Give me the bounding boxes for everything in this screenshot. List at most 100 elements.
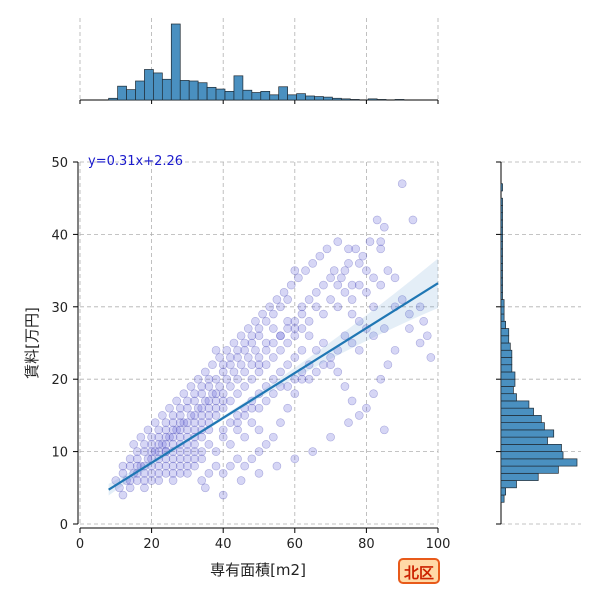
scatter-point <box>218 469 228 478</box>
scatter-point <box>154 469 164 478</box>
scatter-point <box>415 338 425 348</box>
scatter-point <box>376 280 386 290</box>
y-hist-bar <box>500 234 503 242</box>
scatter-point <box>376 237 386 246</box>
scatter-point <box>254 425 264 435</box>
scatter-point <box>365 237 375 246</box>
scatter-point <box>175 425 185 435</box>
scatter-point <box>258 309 267 319</box>
scatter-point <box>175 411 185 420</box>
scatter-point <box>140 483 149 493</box>
scatter-point <box>161 461 171 471</box>
scatter-point <box>247 331 257 341</box>
x-hist-bar <box>179 80 190 101</box>
y-hist-bar <box>500 415 542 423</box>
x-hist-bar <box>314 96 324 101</box>
scatter-point <box>261 345 271 355</box>
scatter-point <box>147 447 156 456</box>
scatter-point <box>175 447 185 456</box>
x-hist-bar <box>153 72 163 101</box>
scatter-point <box>197 411 207 420</box>
y-hist-bar <box>500 197 503 206</box>
scatter-point <box>215 382 224 391</box>
scatter-point <box>347 338 357 348</box>
y-hist-bar <box>500 407 534 416</box>
scatter-point <box>269 353 278 362</box>
scatter-point <box>197 382 207 391</box>
y-hist-bar <box>500 277 503 286</box>
scatter-point <box>140 476 149 485</box>
scatter-point <box>183 418 192 427</box>
x-hist-bar <box>269 94 280 101</box>
scatter-point <box>147 476 156 485</box>
scatter-point <box>186 382 196 391</box>
x-tick-label: 60 <box>287 537 304 552</box>
scatter-point <box>261 316 271 326</box>
scatter-point <box>226 418 235 427</box>
y-hist-bar <box>500 183 503 192</box>
scatter-point <box>197 418 207 427</box>
scatter-point <box>269 432 278 442</box>
scatter-point <box>168 411 178 420</box>
y-hist-bar <box>500 291 503 300</box>
x-hist-bar <box>287 94 297 101</box>
scatter-point <box>311 302 321 312</box>
scatter-point <box>269 324 278 333</box>
scatter-point <box>118 490 128 500</box>
scatter-point <box>218 389 228 398</box>
scatter-point <box>333 237 343 246</box>
scatter-point <box>132 454 142 464</box>
scatter-point <box>383 360 393 370</box>
y-hist-bar <box>500 284 503 293</box>
scatter-point <box>247 418 257 427</box>
x-marginal-histogram <box>108 23 405 101</box>
scatter-point <box>362 266 371 275</box>
scatter-point <box>168 418 178 427</box>
scatter-point <box>362 403 371 413</box>
scatter-point <box>376 374 386 384</box>
scatter-point <box>154 447 164 456</box>
scatter-point <box>276 345 285 355</box>
scatter-point <box>183 461 192 471</box>
scatter-point <box>161 425 171 435</box>
scatter-point <box>269 389 278 398</box>
scatter-point <box>322 244 332 254</box>
scatter-point <box>226 440 235 449</box>
scatter-point <box>168 432 178 442</box>
scatter-point <box>154 432 164 442</box>
scatter-point <box>175 418 185 427</box>
y-hist-bar <box>500 263 503 271</box>
scatter-point <box>344 259 353 268</box>
x-hist-bar <box>161 78 172 101</box>
y-hist-bar <box>500 335 510 344</box>
scatter-point <box>193 403 203 413</box>
x-tick-label: 40 <box>215 537 232 552</box>
scatter-point <box>190 418 199 427</box>
scatter-point <box>283 360 292 370</box>
x-hist-bar <box>323 96 333 101</box>
scatter-point <box>340 382 350 391</box>
scatter-point <box>344 418 353 427</box>
scatter-point <box>261 360 271 370</box>
scatter-point <box>161 418 171 427</box>
scatter-point <box>190 425 199 435</box>
scatter-point <box>183 454 192 464</box>
y-hist-bar <box>500 371 516 380</box>
scatter-point <box>158 440 167 449</box>
scatter-point <box>297 324 307 333</box>
scatter-point <box>118 461 128 471</box>
scatter-point <box>408 215 418 225</box>
scatter-point <box>290 454 300 464</box>
scatter-point <box>211 396 221 406</box>
scatter-point <box>304 331 314 341</box>
scatter-point <box>204 382 214 391</box>
confidence-band <box>108 258 438 496</box>
scatter-point <box>376 244 386 254</box>
scatter-point <box>179 389 189 398</box>
y-tick-label: 20 <box>51 373 68 388</box>
scatter-point <box>261 396 271 406</box>
scatter-point <box>233 418 242 427</box>
scatter-point <box>226 360 235 370</box>
scatter-point <box>304 374 314 384</box>
